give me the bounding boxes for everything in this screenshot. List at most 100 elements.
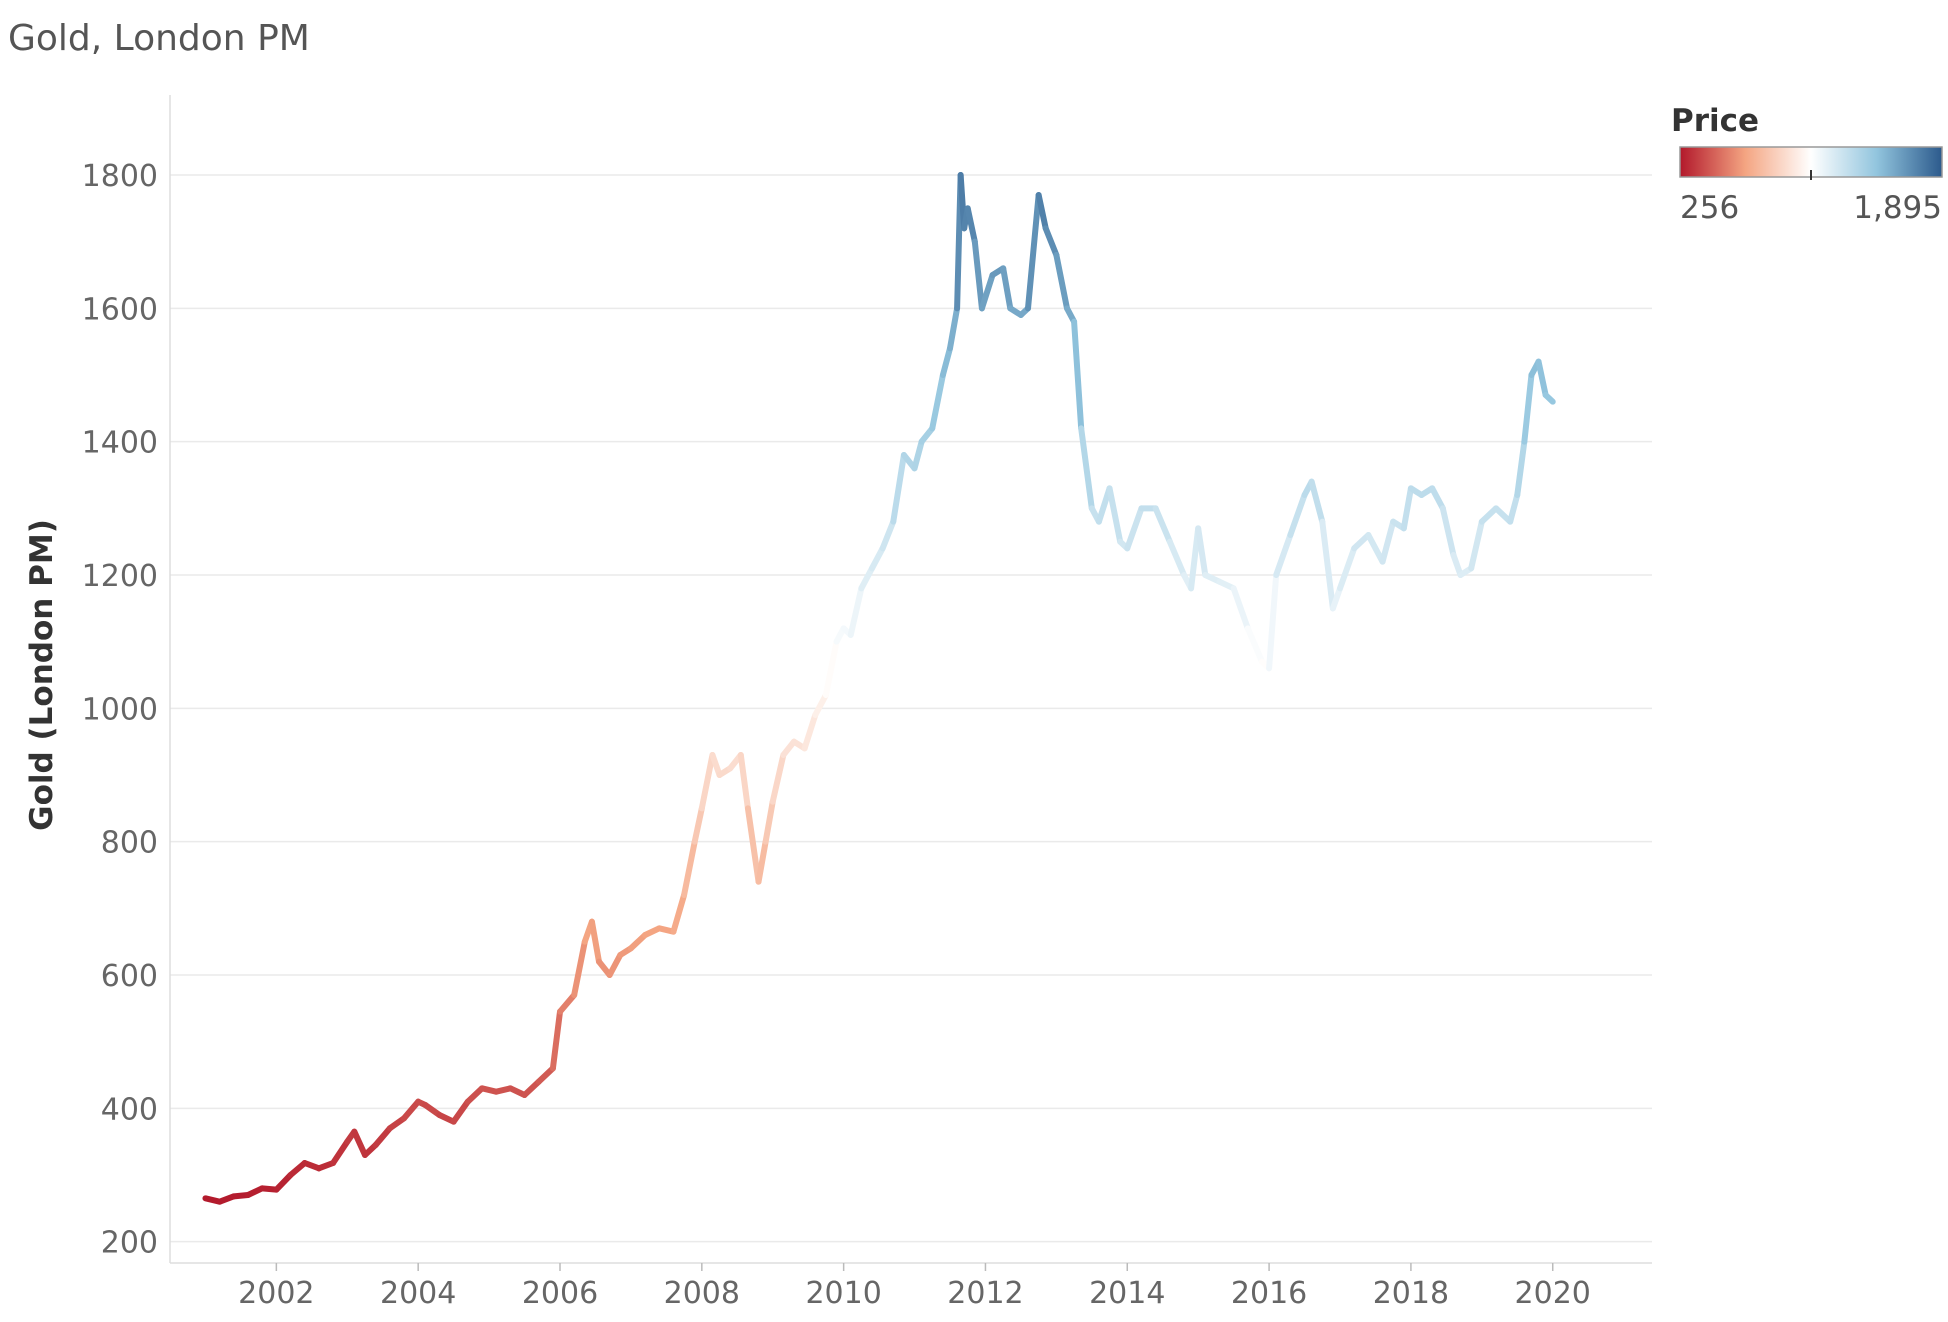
line-segment: [557, 992, 578, 1015]
line-segment: [1319, 518, 1336, 612]
line-segment: [744, 805, 762, 885]
line-segment: [769, 752, 787, 805]
line-segment: [1025, 192, 1042, 312]
y-tick-label: 600: [101, 959, 158, 994]
x-tick-label: 2008: [664, 1276, 740, 1311]
line-segment: [971, 238, 985, 312]
line-segment: [812, 692, 829, 718]
line-segment: [606, 952, 624, 978]
line-segment: [1379, 518, 1397, 565]
line-segment: [1439, 505, 1457, 558]
line-segment: [1468, 518, 1485, 572]
line-segment: [535, 1065, 556, 1085]
line-segment: [330, 1138, 351, 1166]
line-segment: [1521, 372, 1535, 445]
line-segment: [1337, 545, 1358, 592]
x-tick-label: 2014: [1089, 1276, 1165, 1311]
gridlines: [170, 174, 1652, 1243]
x-tick-label: 2002: [238, 1276, 314, 1311]
line-segment: [1124, 505, 1145, 552]
x-axis-ticks: 2002 2004 2006 2008 2010 2012 2014 2016 2018 2020: [238, 1263, 1591, 1311]
line-segment: [929, 372, 946, 432]
line-segment: [964, 205, 978, 245]
line-segment: [1308, 478, 1326, 525]
line-segment: [698, 752, 716, 812]
line-segment: [1429, 485, 1446, 512]
legend-min-label: 256: [1680, 190, 1739, 226]
line-segment: [1042, 225, 1060, 258]
y-tick-label: 1000: [82, 692, 158, 727]
y-axis-title: Gold (London PM): [24, 519, 60, 831]
line-segment: [822, 638, 840, 698]
line-segment: [571, 938, 588, 998]
line-segment: [978, 272, 996, 312]
line-segment: [372, 1125, 393, 1148]
price-legend: Price 256 1,895: [1671, 103, 1943, 226]
line-segment: [847, 585, 865, 638]
line-segment: [1542, 392, 1556, 405]
line-segment: [858, 565, 875, 592]
line-segment: [1365, 532, 1386, 565]
y-tick-label: 200: [101, 1226, 158, 1261]
line-segment: [1106, 485, 1124, 545]
line-segment: [351, 1128, 368, 1158]
line-segment: [1450, 552, 1464, 578]
line-segment: [681, 838, 698, 898]
y-tick-label: 1800: [82, 159, 158, 194]
line-segment: [755, 838, 769, 885]
y-tick-label: 1200: [82, 559, 158, 594]
line-segment: [1535, 358, 1549, 398]
line-segment: [1035, 192, 1049, 232]
line-segment: [869, 545, 886, 572]
line-segment: [939, 345, 953, 378]
line-segment: [1351, 532, 1372, 552]
line-segment: [1195, 525, 1209, 578]
line-segment: [1000, 265, 1014, 312]
x-tick-label: 2016: [1231, 1276, 1307, 1311]
y-tick-label: 1600: [82, 292, 158, 327]
y-tick-label: 800: [101, 826, 158, 861]
line-segment: [1507, 492, 1521, 525]
line-segment: [1273, 532, 1294, 578]
line-segment: [879, 518, 897, 552]
line-segment: [801, 712, 819, 752]
line-segment: [1287, 492, 1308, 538]
line-segment: [401, 1098, 422, 1122]
y-tick-label: 1400: [82, 426, 158, 461]
y-tick-label: 400: [101, 1092, 158, 1127]
line-segment: [737, 752, 751, 812]
x-tick-label: 2004: [380, 1276, 456, 1311]
line-segment: [1166, 538, 1187, 578]
y-axis-ticks: 200 400 600 800 1000 1200 1400 1600 1800: [82, 159, 158, 1261]
line-segment: [1053, 252, 1070, 312]
line-segment: [1078, 425, 1095, 512]
line-segment: [1071, 318, 1085, 432]
line-segment: [1514, 438, 1528, 498]
line-segment: [1478, 505, 1499, 525]
line-segment: [709, 752, 723, 778]
line-segment: [762, 798, 776, 845]
line-segment: [890, 452, 907, 525]
line-segment: [1266, 572, 1280, 672]
legend-max-label: 1,895: [1853, 190, 1942, 226]
axes: [169, 95, 1652, 1264]
x-tick-label: 2018: [1373, 1276, 1449, 1311]
line-segment: [287, 1160, 308, 1178]
x-tick-label: 2010: [805, 1276, 881, 1311]
line-segment: [273, 1172, 294, 1193]
line-segment: [1400, 485, 1414, 532]
line-segment: [588, 918, 602, 965]
line-segment: [691, 805, 705, 845]
chart-title: Gold, London PM: [8, 18, 310, 59]
x-tick-label: 2006: [522, 1276, 598, 1311]
line-segment: [521, 1078, 542, 1098]
line-segment: [1152, 505, 1173, 545]
x-tick-label: 2020: [1515, 1276, 1591, 1311]
line-segment: [549, 1008, 563, 1072]
line-segment: [670, 892, 688, 935]
line-segment: [1244, 625, 1265, 665]
line-segment: [947, 305, 961, 352]
line-segment: [1329, 585, 1343, 612]
line-segment: [1230, 585, 1251, 632]
